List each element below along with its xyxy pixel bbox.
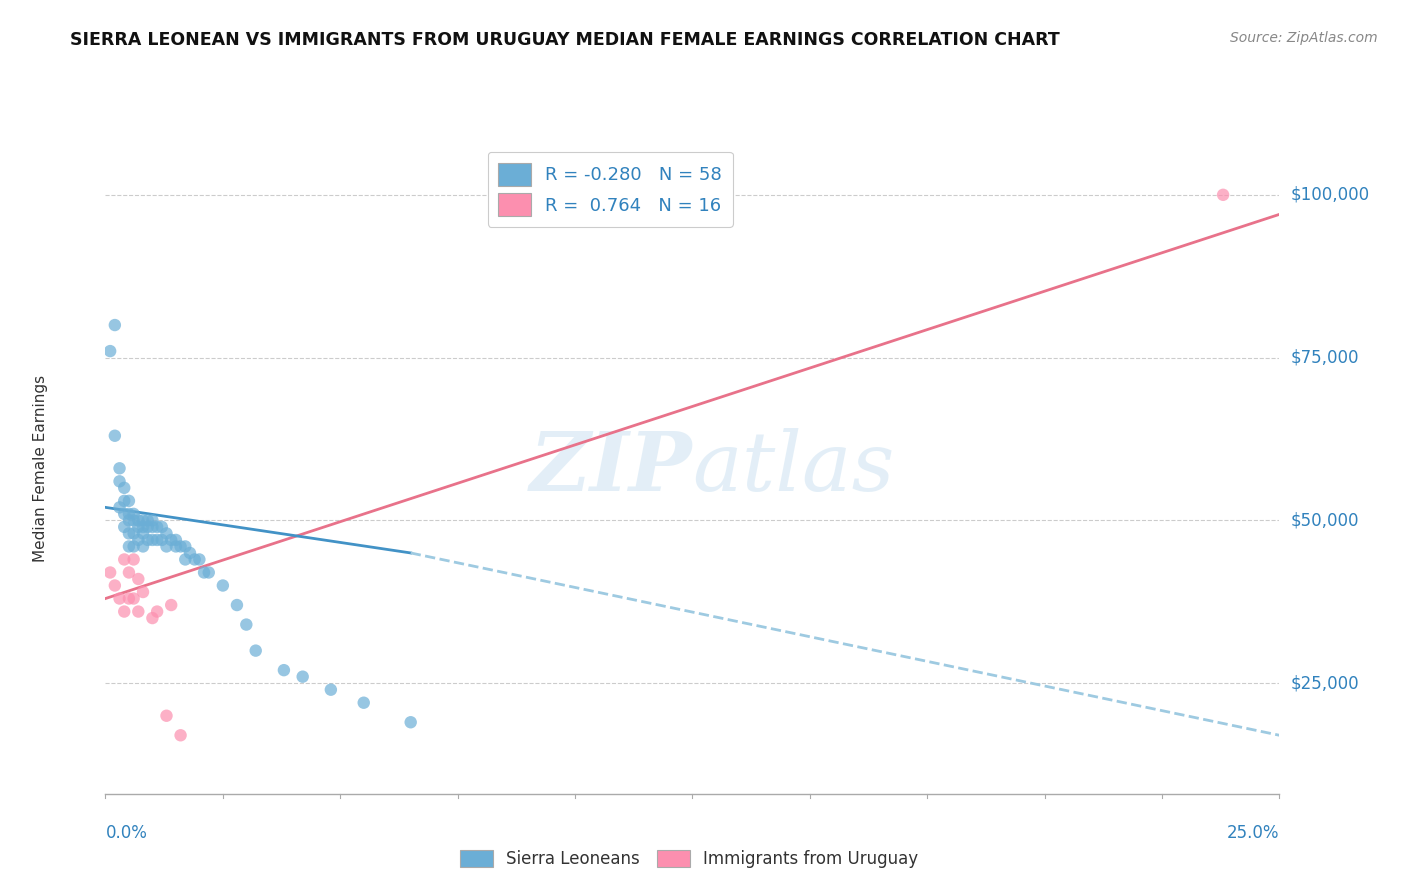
Point [211,578,233,592]
Point [155,540,177,554]
Point [193,566,215,580]
Point [353,696,375,710]
Point [127,605,149,619]
Point [112,481,135,495]
Point [112,552,135,566]
Point [118,526,141,541]
Point [141,533,163,547]
Point [132,585,155,599]
Text: $25,000: $25,000 [1291,674,1360,692]
Point [155,708,177,723]
Point [183,552,205,566]
Point [197,566,219,580]
Point [104,578,127,592]
Point [118,540,141,554]
Point [118,513,141,527]
Point [132,540,155,554]
Point [118,566,141,580]
Point [136,533,159,547]
Point [127,520,149,534]
Point [141,611,163,625]
Point [179,546,201,560]
Point [98,344,121,359]
Point [104,429,127,443]
Text: 25.0%: 25.0% [1227,824,1279,842]
Point [226,598,249,612]
Point [127,533,149,547]
Point [132,513,155,527]
Point [160,598,183,612]
Text: $75,000: $75,000 [1291,349,1360,367]
Point [235,617,257,632]
Point [108,461,131,475]
Text: SIERRA LEONEAN VS IMMIGRANTS FROM URUGUAY MEDIAN FEMALE EARNINGS CORRELATION CHA: SIERRA LEONEAN VS IMMIGRANTS FROM URUGUA… [70,31,1060,49]
Text: $100,000: $100,000 [1291,186,1369,203]
Point [273,663,295,677]
Point [150,533,173,547]
Point [104,318,127,332]
Point [108,475,131,489]
Text: Source: ZipAtlas.com: Source: ZipAtlas.com [1230,31,1378,45]
Point [291,670,314,684]
Point [122,552,145,566]
Point [118,591,141,606]
Point [141,513,163,527]
Point [174,552,197,566]
Point [1212,187,1234,202]
Text: 0.0%: 0.0% [105,824,148,842]
Point [245,643,267,657]
Point [98,566,121,580]
Point [112,494,135,508]
Legend: Sierra Leoneans, Immigrants from Uruguay: Sierra Leoneans, Immigrants from Uruguay [453,843,925,875]
Point [136,520,159,534]
Point [169,540,191,554]
Text: Median Female Earnings: Median Female Earnings [34,375,48,562]
Point [399,715,422,730]
Point [108,591,131,606]
Text: $50,000: $50,000 [1291,511,1360,529]
Text: ZIP: ZIP [530,428,692,508]
Point [122,540,145,554]
Point [122,513,145,527]
Point [165,533,187,547]
Text: atlas: atlas [692,428,894,508]
Point [146,605,169,619]
Point [146,533,169,547]
Point [169,728,191,742]
Point [146,520,169,534]
Point [122,507,145,521]
Point [112,520,135,534]
Point [155,526,177,541]
Point [141,520,163,534]
Point [136,513,159,527]
Point [174,540,197,554]
Point [122,591,145,606]
Point [108,500,131,515]
Point [165,540,187,554]
Point [122,526,145,541]
Point [112,507,135,521]
Point [112,605,135,619]
Point [118,494,141,508]
Legend: R = -0.280   N = 58, R =  0.764   N = 16: R = -0.280 N = 58, R = 0.764 N = 16 [488,152,733,227]
Point [319,682,342,697]
Point [118,507,141,521]
Point [188,552,211,566]
Point [132,520,155,534]
Point [127,513,149,527]
Point [132,526,155,541]
Point [160,533,183,547]
Point [150,520,173,534]
Point [127,572,149,586]
